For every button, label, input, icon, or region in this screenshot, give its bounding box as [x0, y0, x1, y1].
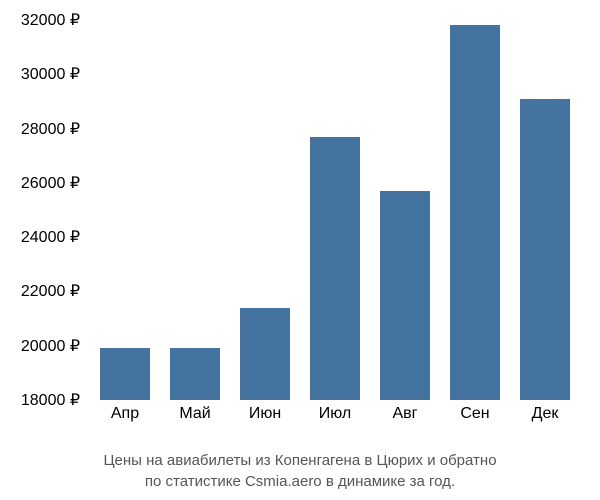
x-axis: Апр Май Июн Июл Авг Сен Дек — [90, 405, 580, 435]
y-tick-label: 22000 ₽ — [21, 281, 80, 301]
y-tick-label: 18000 ₽ — [21, 390, 80, 410]
y-tick-label: 32000 ₽ — [21, 10, 80, 30]
bar — [170, 348, 220, 400]
chart-caption: Цены на авиабилеты из Копенгагена в Цюри… — [0, 450, 600, 492]
x-tick-label: Май — [179, 405, 210, 423]
x-tick-label: Июл — [319, 405, 351, 423]
y-axis: 18000 ₽20000 ₽22000 ₽24000 ₽26000 ₽28000… — [0, 20, 85, 400]
bar — [520, 99, 570, 400]
y-tick-label: 20000 ₽ — [21, 336, 80, 356]
bar — [380, 191, 430, 400]
y-tick-label: 30000 ₽ — [21, 64, 80, 84]
caption-line-2: по статистике Csmia.aero в динамике за г… — [145, 473, 455, 490]
caption-line-1: Цены на авиабилеты из Копенгагена в Цюри… — [103, 452, 496, 469]
y-tick-label: 26000 ₽ — [21, 173, 80, 193]
plot-area — [90, 20, 580, 400]
y-tick-label: 24000 ₽ — [21, 227, 80, 247]
bar — [310, 137, 360, 400]
bar — [450, 25, 500, 400]
price-chart: 18000 ₽ 20000 ₽ 22000 ₽ 24000 ₽ 26000 ₽ 28000… — [0, 10, 600, 450]
x-tick-label: Сен — [460, 405, 489, 423]
x-tick-label: Июн — [249, 405, 281, 423]
x-tick-label: Авг — [392, 405, 417, 423]
bar — [100, 348, 150, 400]
x-tick-label: Апр — [111, 405, 139, 423]
x-tick-label: Дек — [532, 405, 559, 423]
bar — [240, 308, 290, 400]
y-tick-label: 28000 ₽ — [21, 119, 80, 139]
